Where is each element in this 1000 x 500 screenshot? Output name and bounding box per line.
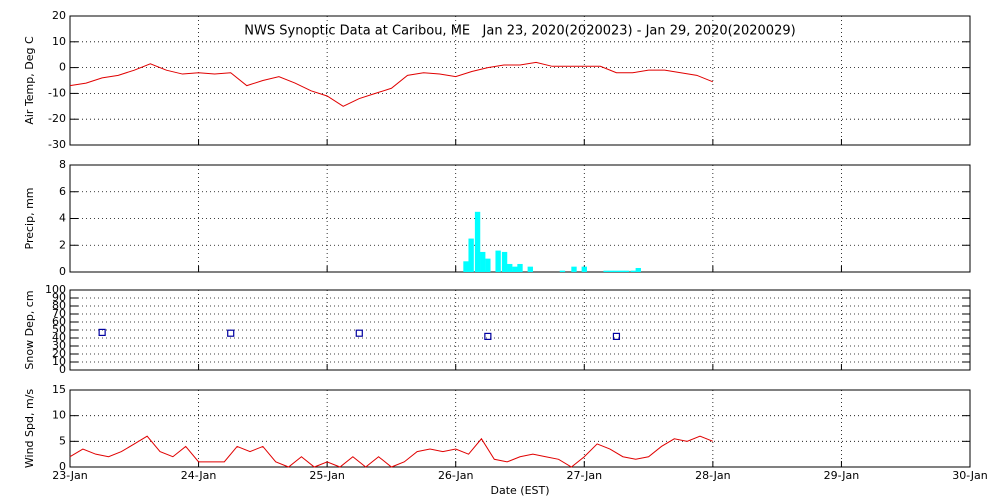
x-axis-label: Date (EST) <box>490 484 549 497</box>
bar <box>608 270 614 272</box>
bar <box>507 263 513 272</box>
line <box>69 435 714 468</box>
bar <box>501 251 508 272</box>
bar <box>527 266 533 272</box>
bar <box>613 270 620 272</box>
y-tick-label: 60 <box>52 315 66 328</box>
point <box>355 329 363 337</box>
y-tick-label: -10 <box>48 86 66 99</box>
y-tick-label: 0 <box>59 460 66 473</box>
bar <box>517 263 523 272</box>
y-tick-label: 0 <box>59 265 66 278</box>
y-tick-label: 40 <box>52 331 66 344</box>
y-tick-label: -20 <box>48 112 66 125</box>
y-tick-label: 8 <box>59 158 66 171</box>
y-axis-label: Air Temp, Deg C <box>23 36 36 125</box>
y-tick-label: 15 <box>52 383 66 396</box>
bar <box>485 258 491 272</box>
bar <box>618 270 625 272</box>
bar <box>474 211 481 272</box>
x-tick-label: 26-Jan <box>438 469 474 482</box>
bar <box>603 270 609 272</box>
y-tick-label: 80 <box>52 299 66 312</box>
y-tick-label: 10 <box>52 35 66 48</box>
x-tick-label: 25-Jan <box>309 469 345 482</box>
y-tick-label: 50 <box>52 323 66 336</box>
bar <box>581 266 587 272</box>
y-tick-label: 20 <box>52 9 66 22</box>
point <box>227 329 235 337</box>
y-tick-label: 10 <box>52 355 66 368</box>
bar <box>463 261 469 272</box>
bar <box>559 270 566 272</box>
x-tick-label: 27-Jan <box>567 469 603 482</box>
y-tick-label: 0 <box>59 363 66 376</box>
bar <box>495 250 501 272</box>
y-tick-label: -30 <box>48 138 66 151</box>
y-tick-label: 100 <box>45 283 66 296</box>
x-tick-label: 30-Jan <box>952 469 988 482</box>
y-tick-label: 20 <box>52 347 66 360</box>
y-tick-label: 2 <box>59 238 66 251</box>
y-tick-label: 4 <box>59 212 66 225</box>
line <box>69 61 714 107</box>
plot-frame <box>69 389 971 468</box>
point <box>98 328 106 336</box>
bar <box>635 267 641 272</box>
x-tick-label: 29-Jan <box>824 469 860 482</box>
bar <box>468 238 474 272</box>
bar <box>512 266 518 272</box>
point <box>612 332 621 340</box>
y-tick-label: 6 <box>59 185 66 198</box>
x-tick-label: 24-Jan <box>181 469 217 482</box>
y-tick-label: 90 <box>52 291 66 304</box>
y-axis-label: Snow Dep, cm <box>23 290 36 369</box>
y-axis-label: Precip, mm <box>23 188 36 250</box>
bar <box>480 251 486 272</box>
chart-title: NWS Synoptic Data at Caribou, ME Jan 23,… <box>244 24 795 39</box>
x-tick-label: 23-Jan <box>52 469 88 482</box>
y-tick-label: 0 <box>59 61 66 74</box>
bar <box>630 270 636 272</box>
bar <box>624 270 630 272</box>
y-tick-label: 10 <box>52 409 66 422</box>
x-tick-label: 28-Jan <box>695 469 731 482</box>
y-axis-label: Wind Spd, m/s <box>23 389 36 469</box>
y-tick-label: 5 <box>59 434 66 447</box>
bar <box>571 266 577 272</box>
y-tick-label: 70 <box>52 307 66 320</box>
y-tick-label: 30 <box>52 339 66 352</box>
point <box>484 332 492 340</box>
